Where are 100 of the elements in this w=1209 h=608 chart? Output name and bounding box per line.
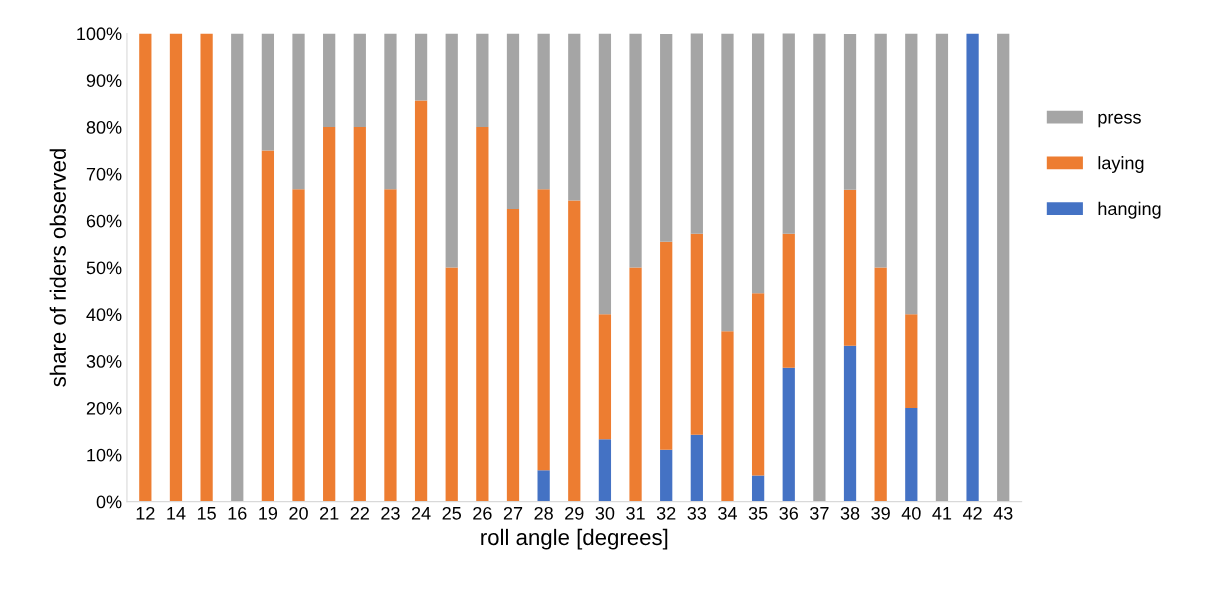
x-tick-label: 30 [595, 506, 615, 520]
bar [384, 189, 397, 502]
x-tick-label: 12 [136, 506, 155, 520]
bar [751, 293, 765, 476]
bar [169, 33, 183, 502]
bar [384, 33, 397, 190]
legend-label: laying [1098, 156, 1144, 173]
x-tick-label: 20 [289, 506, 308, 520]
y-tick-label: 30% [86, 355, 122, 368]
bar [353, 33, 366, 128]
y-tick-label: 60% [86, 214, 122, 228]
x-tick-label: 32 [656, 506, 676, 520]
bar [414, 33, 428, 101]
bar [261, 150, 275, 502]
bar [751, 33, 765, 294]
bar [751, 475, 765, 502]
y-tick-label: 0% [96, 495, 122, 509]
x-axis-title: roll angle [degrees] [481, 528, 668, 550]
bar [660, 33, 673, 242]
bar [292, 33, 305, 190]
bar [537, 189, 550, 471]
bar [690, 233, 703, 435]
bar [353, 127, 366, 502]
bar [445, 267, 458, 502]
x-tick-label: 22 [350, 506, 369, 520]
x-tick-label: 38 [840, 506, 860, 520]
y-tick-label: 80% [86, 121, 122, 134]
bar [905, 407, 918, 502]
y-tick-label: 100% [77, 27, 122, 41]
legend-label: press [1098, 113, 1141, 128]
bar [843, 189, 857, 346]
x-tick-label: 34 [718, 506, 737, 520]
bar [660, 241, 673, 450]
bar [843, 33, 857, 190]
legend-label: hanging [1098, 201, 1161, 219]
bar [843, 345, 857, 502]
bar [139, 33, 152, 502]
x-tick-label: 25 [442, 506, 461, 520]
y-axis-title: share of riders observed [49, 149, 66, 387]
x-tick-label: 36 [779, 506, 798, 520]
bar [935, 33, 949, 502]
bar [874, 33, 887, 268]
bar [905, 33, 918, 315]
x-tick-label: 37 [810, 506, 829, 520]
y-tick-label: 20% [86, 401, 122, 415]
bar [966, 33, 979, 502]
y-tick-label: 40% [86, 308, 122, 322]
x-tick-label: 43 [993, 506, 1013, 520]
bar [323, 33, 336, 128]
y-tick-label: 10% [87, 448, 122, 462]
x-tick-label: 29 [565, 506, 584, 520]
x-tick-label: 39 [871, 506, 890, 520]
bar [629, 267, 642, 502]
bar [568, 33, 581, 201]
x-tick-label: 40 [901, 506, 921, 520]
x-tick-label: 23 [381, 506, 400, 520]
bar [506, 33, 520, 209]
x-tick-label: 28 [534, 506, 553, 520]
x-tick-label: 21 [320, 506, 339, 520]
bar [445, 33, 458, 268]
bar [506, 209, 520, 502]
bar [598, 439, 612, 502]
bar [537, 33, 550, 190]
x-tick-label: 14 [167, 507, 186, 520]
bar [629, 33, 642, 268]
y-tick-label: 90% [86, 74, 122, 87]
bar [292, 189, 305, 502]
y-tick-label: 70% [86, 167, 122, 181]
bar [261, 33, 275, 151]
x-tick-label: 24 [411, 506, 431, 520]
x-tick-label: 42 [962, 506, 982, 520]
bar [874, 267, 887, 502]
x-tick-label: 27 [503, 506, 523, 520]
bar [721, 33, 734, 332]
bar [323, 127, 336, 502]
x-tick-label: 33 [687, 506, 707, 520]
x-tick-label: 26 [473, 506, 492, 520]
bar [660, 449, 673, 502]
bar [997, 33, 1010, 502]
y-tick-label: 50% [86, 261, 122, 275]
bar [598, 314, 612, 440]
bar [200, 33, 213, 502]
bar [721, 331, 734, 502]
bar [905, 314, 918, 408]
bar [414, 100, 428, 502]
x-tick-label: 35 [748, 506, 768, 520]
bar [782, 233, 795, 368]
bar [476, 33, 489, 128]
bar [690, 434, 703, 502]
x-tick-label: 16 [228, 506, 247, 520]
x-tick-label: 15 [197, 507, 216, 520]
bar [782, 367, 795, 502]
bar [231, 33, 244, 502]
bar [690, 33, 703, 234]
bar [813, 33, 826, 502]
bar [537, 470, 550, 502]
x-tick-label: 31 [626, 506, 645, 520]
bar [476, 127, 489, 502]
bar [568, 200, 581, 502]
bar [598, 33, 612, 315]
